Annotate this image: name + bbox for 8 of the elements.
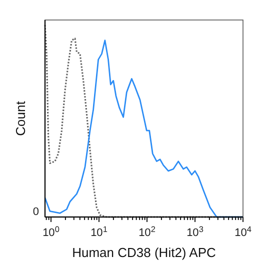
text: 0 (32, 206, 39, 218)
x-tick-label: 10$^{0}$ (42, 224, 60, 239)
y-axis-title: Count (13, 100, 28, 136)
x-axis-title: Human CD38 (Hit2) APC (72, 245, 216, 260)
x-tick-label: 10$^{4}$ (234, 224, 252, 239)
x-tick-label: 10$^{3}$ (186, 224, 204, 239)
x-tick-label: 10$^{1}$ (90, 224, 108, 239)
x-tick-label: 10$^{2}$ (138, 224, 156, 239)
